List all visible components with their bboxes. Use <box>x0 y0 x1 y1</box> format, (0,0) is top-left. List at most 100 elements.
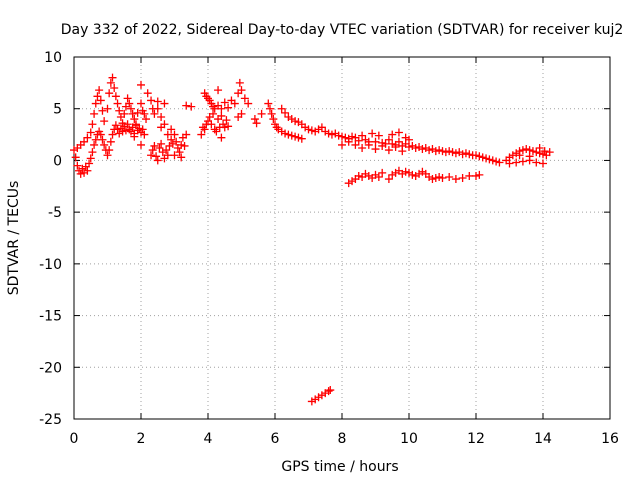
data-point <box>108 130 117 139</box>
data-point <box>128 109 137 118</box>
data-point <box>100 117 109 126</box>
data-point <box>445 172 454 181</box>
x-tick-label: 0 <box>70 431 79 447</box>
data-point <box>451 149 460 158</box>
data-point <box>505 159 514 168</box>
data-point <box>401 167 410 176</box>
x-axis-label: GPS time / hours <box>281 459 398 475</box>
data-point <box>475 170 484 179</box>
data-point <box>344 137 353 146</box>
data-point <box>167 135 176 144</box>
data-point <box>212 127 221 136</box>
data-point <box>200 125 209 134</box>
data-point <box>327 130 336 139</box>
y-tick-label: -25 <box>39 412 62 428</box>
data-point <box>88 148 97 157</box>
data-point <box>103 104 112 113</box>
data-point <box>150 109 159 118</box>
data-point <box>80 137 89 146</box>
data-point <box>269 115 278 124</box>
data-point <box>111 92 120 101</box>
data-point <box>324 387 333 396</box>
data-point <box>326 386 335 395</box>
data-point <box>157 123 166 132</box>
data-point <box>170 130 179 139</box>
data-point <box>482 154 491 163</box>
data-point <box>217 111 226 120</box>
x-tick-label: 2 <box>137 431 146 447</box>
data-point <box>86 128 95 137</box>
data-point <box>522 145 531 154</box>
data-point <box>518 146 527 155</box>
data-point <box>465 150 474 159</box>
data-point <box>371 145 380 154</box>
data-point <box>512 158 521 167</box>
data-point <box>532 148 541 157</box>
data-point <box>281 129 290 138</box>
data-point <box>133 108 142 117</box>
x-tick-label: 6 <box>271 431 280 447</box>
data-point <box>118 119 127 128</box>
data-point <box>120 109 129 118</box>
data-point <box>86 154 95 163</box>
data-point <box>374 172 383 181</box>
data-point <box>388 130 397 139</box>
data-point <box>83 166 92 175</box>
data-point <box>90 140 99 149</box>
y-tick-label: -20 <box>39 360 62 376</box>
x-tick-label: 16 <box>601 431 619 447</box>
data-point <box>115 106 124 115</box>
data-point <box>364 140 373 149</box>
data-point <box>465 171 474 180</box>
data-point <box>411 144 420 153</box>
data-point <box>291 117 300 126</box>
data-point <box>264 99 273 108</box>
data-point <box>137 80 145 89</box>
data-point <box>391 142 400 151</box>
data-point <box>371 137 380 146</box>
data-point <box>123 120 132 129</box>
data-point <box>126 104 135 113</box>
data-point <box>277 104 286 113</box>
data-point <box>130 132 139 141</box>
data-point <box>98 106 107 115</box>
data-point <box>73 161 82 170</box>
data-point <box>394 128 403 137</box>
data-point <box>137 99 145 108</box>
data-point <box>539 159 547 168</box>
y-tick-label: -10 <box>39 257 62 273</box>
chart-title: Day 332 of 2022, Sidereal Day-to-day VTE… <box>61 22 624 38</box>
data-point <box>438 174 447 183</box>
data-point <box>113 99 122 108</box>
data-point <box>448 148 457 157</box>
data-point <box>137 140 145 149</box>
data-point <box>83 133 92 142</box>
data-point <box>172 137 181 146</box>
data-point <box>545 148 554 157</box>
data-point <box>435 146 444 155</box>
data-point <box>157 139 166 148</box>
data-point <box>148 146 157 155</box>
data-point <box>113 125 122 134</box>
data-point <box>317 123 326 132</box>
data-point <box>147 96 156 105</box>
data-point <box>431 174 440 183</box>
y-tick-label: 0 <box>53 153 62 169</box>
data-point <box>384 175 393 184</box>
data-point <box>384 135 393 144</box>
data-point <box>220 123 229 132</box>
data-point <box>291 132 300 141</box>
data-point <box>458 150 467 159</box>
y-axis-label: SDTVAR / TECUs <box>6 181 22 296</box>
data-point <box>118 127 127 136</box>
axis-ticks: 0 2 4 6 8 10 12 14 16 -25 -20 -15 -10 -5 0 5 10 <box>39 50 619 447</box>
data-point <box>235 78 244 87</box>
data-point <box>138 125 147 134</box>
y-tick-label: -15 <box>39 309 62 325</box>
data-point <box>398 147 407 156</box>
data-point <box>451 175 460 184</box>
data-point <box>160 99 169 108</box>
x-tick-label: 4 <box>204 431 213 447</box>
data-point <box>125 99 134 108</box>
